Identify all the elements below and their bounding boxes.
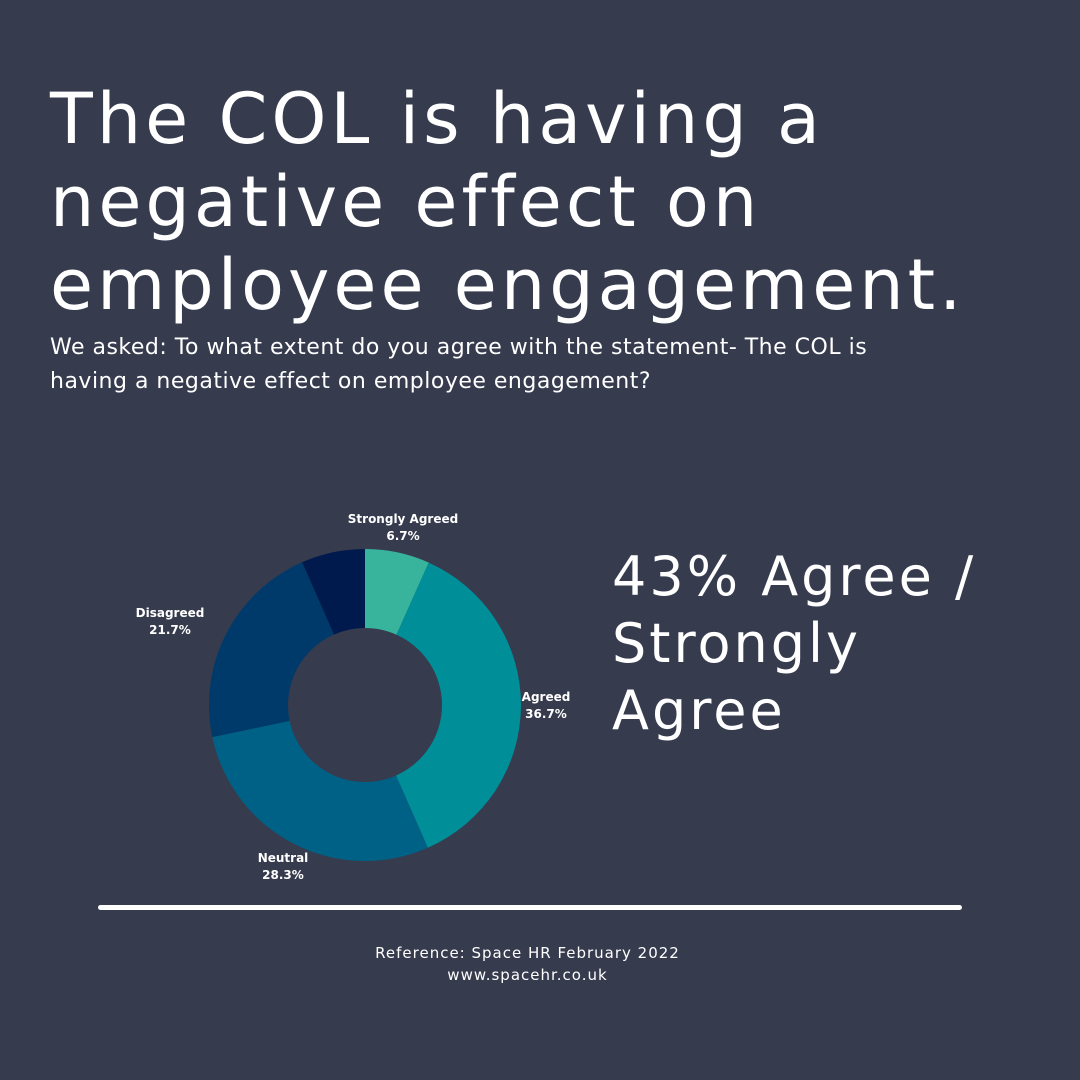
slice-strongly-agreed bbox=[365, 549, 429, 635]
donut-chart: Strongly Agreed 6.7% Agreed 36.7% Neutral 28.… bbox=[136, 512, 571, 882]
slice-agreed bbox=[396, 562, 521, 848]
subtitle-line: having a negative effect on employee eng… bbox=[50, 369, 652, 394]
headline-line: Agree bbox=[612, 679, 786, 742]
title-line: The COL is having a bbox=[50, 78, 824, 160]
title-line: employee engagement. bbox=[50, 244, 966, 326]
slice-value-neutral: 28.3% bbox=[262, 868, 304, 882]
slice-label-neutral: Neutral bbox=[258, 851, 309, 865]
donut-slices bbox=[209, 549, 521, 861]
slice-value-agreed: 36.7% bbox=[525, 707, 567, 721]
slice-value-strongly-agreed: 6.7% bbox=[386, 529, 419, 543]
slice-label-disagreed: Disagreed bbox=[136, 606, 205, 620]
footer-website[interactable]: www.spacehr.co.uk bbox=[447, 966, 608, 984]
slice-value-disagreed: 21.7% bbox=[149, 623, 191, 637]
subtitle-line: We asked: To what extent do you agree wi… bbox=[50, 335, 868, 360]
slice-label-agreed: Agreed bbox=[522, 690, 571, 704]
divider bbox=[98, 905, 962, 910]
slice-unlabeled bbox=[302, 549, 365, 635]
slice-label-strongly-agreed: Strongly Agreed bbox=[348, 512, 458, 526]
headline-line: 43% Agree / bbox=[612, 545, 977, 608]
slice-disagreed bbox=[209, 562, 334, 738]
headline-line: Strongly bbox=[612, 612, 861, 675]
title-line: negative effect on bbox=[50, 161, 762, 243]
donut-labels: Strongly Agreed 6.7% Agreed 36.7% Neutral 28.… bbox=[136, 512, 571, 882]
slice-neutral bbox=[212, 720, 428, 861]
footer-reference: Reference: Space HR February 2022 bbox=[375, 944, 680, 962]
